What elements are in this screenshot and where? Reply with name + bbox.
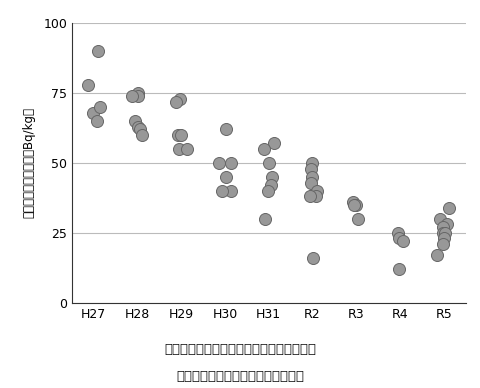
Point — [439, 230, 446, 236]
Point — [443, 221, 451, 227]
Point — [440, 235, 448, 241]
Point — [131, 118, 138, 124]
Point — [439, 241, 446, 247]
Point — [395, 230, 402, 236]
Point — [175, 146, 182, 152]
Point — [349, 199, 357, 205]
Text: （最後に基準値を上回った日以降）: （最後に基準値を上回った日以降） — [176, 370, 304, 383]
Point — [270, 140, 278, 147]
Point — [313, 188, 321, 194]
Point — [355, 216, 362, 222]
Point — [261, 216, 269, 222]
Point — [309, 160, 316, 166]
Point — [89, 109, 97, 116]
Point — [227, 188, 235, 194]
Point — [84, 81, 92, 88]
Point — [94, 48, 101, 54]
Point — [264, 188, 272, 194]
Point — [134, 90, 142, 96]
Point — [134, 93, 142, 99]
Point — [136, 126, 144, 133]
Point — [215, 160, 223, 166]
Point — [433, 252, 441, 258]
Point — [268, 174, 276, 180]
Point — [93, 118, 101, 124]
Point — [445, 204, 453, 211]
Point — [399, 238, 407, 244]
Point — [307, 165, 315, 171]
Point — [267, 182, 275, 189]
Point — [134, 123, 142, 130]
Point — [223, 174, 230, 180]
Point — [128, 93, 136, 99]
Point — [352, 202, 360, 208]
Point — [260, 146, 268, 152]
Point — [176, 95, 184, 102]
Point — [395, 266, 403, 272]
Point — [442, 230, 449, 236]
Point — [312, 193, 320, 199]
Point — [138, 132, 145, 138]
Point — [396, 235, 403, 241]
Point — [96, 104, 104, 110]
Point — [172, 99, 180, 105]
Point — [350, 202, 358, 208]
Point — [227, 160, 235, 166]
Point — [308, 174, 316, 180]
Point — [222, 126, 229, 133]
Point — [265, 160, 273, 166]
Point — [174, 132, 181, 138]
Point — [183, 146, 191, 152]
Point — [306, 193, 314, 199]
Point — [310, 255, 317, 261]
Y-axis label: 放射性セシウム濃度（Bq/kg）: 放射性セシウム濃度（Bq/kg） — [22, 107, 35, 218]
Point — [307, 179, 314, 185]
Text: 図：ギンブナの放射性セシウム濃度の推移: 図：ギンブナの放射性セシウム濃度の推移 — [164, 343, 316, 356]
Point — [177, 132, 184, 138]
Point — [436, 216, 444, 222]
Point — [439, 224, 446, 230]
Point — [218, 188, 226, 194]
